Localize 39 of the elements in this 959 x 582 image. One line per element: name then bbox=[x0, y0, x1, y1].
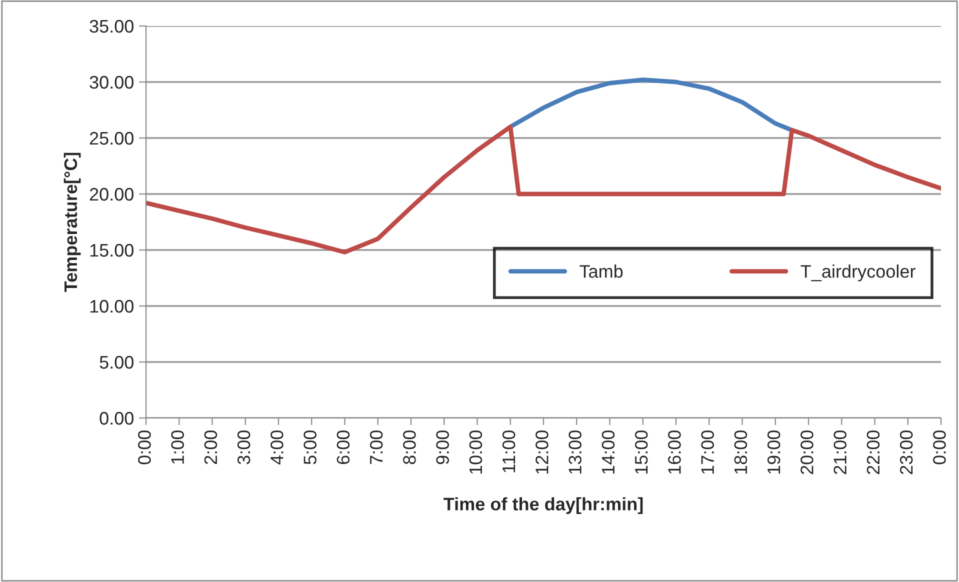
x-tick-label: 15:00 bbox=[634, 430, 648, 474]
x-tick-label: 20:00 bbox=[800, 430, 814, 474]
y-axis-title: Temperature[°C] bbox=[64, 152, 81, 292]
x-tick-label: 6:00 bbox=[336, 430, 350, 464]
y-tick-label: 0.00 bbox=[100, 412, 134, 425]
x-tick-label: 18:00 bbox=[734, 430, 748, 474]
legend-label: Tamb bbox=[580, 264, 623, 278]
y-tick-label: 35.00 bbox=[90, 20, 134, 33]
x-tick-label: 4:00 bbox=[270, 430, 284, 465]
x-tick-label: 7:00 bbox=[370, 430, 383, 464]
x-tick-label: 19:00 bbox=[767, 430, 780, 474]
x-tick-label: 10:00 bbox=[469, 430, 482, 474]
x-tick-label: 11:00 bbox=[502, 430, 516, 472]
x-axis-title: Time of the day[hr:min] bbox=[444, 497, 643, 514]
x-tick-label: 12:00 bbox=[536, 430, 548, 474]
x-tick-label: 0:00 bbox=[933, 430, 946, 464]
x-tick-label: 1:00 bbox=[171, 430, 184, 464]
y-tick-label: 25.00 bbox=[90, 132, 134, 145]
legend-label: T_airdrycooler bbox=[800, 264, 916, 282]
x-tick-label: 21:00 bbox=[834, 430, 846, 474]
y-tick-label: 15.00 bbox=[90, 244, 134, 257]
x-tick-label: 23:00 bbox=[900, 430, 913, 474]
y-tick-label: 20.00 bbox=[90, 188, 134, 201]
y-tick-label: 5.00 bbox=[100, 356, 134, 369]
x-tick-label: 2:00 bbox=[204, 430, 218, 464]
x-tick-label: 8:00 bbox=[403, 430, 416, 464]
y-tick-label: 10.00 bbox=[90, 300, 134, 313]
x-tick-label: 17:00 bbox=[701, 430, 714, 474]
x-tick-label: 0:00 bbox=[138, 430, 151, 464]
line-series bbox=[146, 124, 941, 254]
y-tick-label: 30.00 bbox=[90, 76, 134, 89]
x-tick-label: 16:00 bbox=[668, 430, 681, 474]
x-tick-label: 13:00 bbox=[568, 430, 582, 474]
x-tick-label: 22:00 bbox=[866, 430, 880, 474]
x-tick-label: 5:00 bbox=[304, 430, 316, 464]
x-tick-label: 14:00 bbox=[602, 430, 615, 474]
x-tick-label: 9:00 bbox=[436, 430, 449, 464]
x-tick-label: 3:00 bbox=[237, 430, 250, 464]
line-series bbox=[508, 78, 794, 132]
